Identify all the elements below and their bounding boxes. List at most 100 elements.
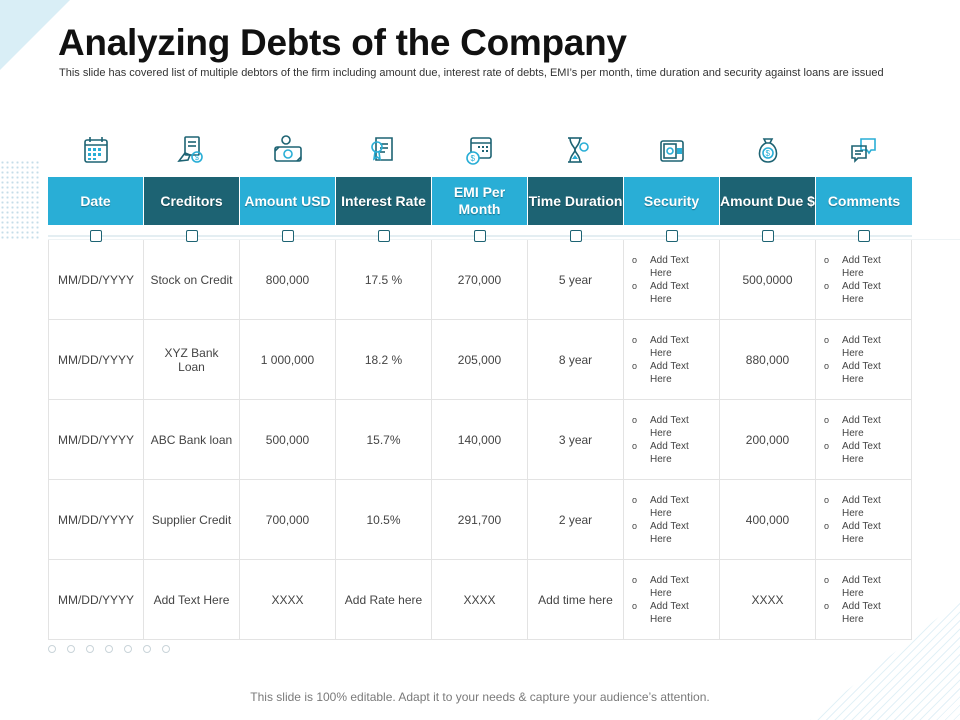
cell-comments: o Add Text Here o Add Text Here — [816, 320, 912, 400]
column-checkbox[interactable] — [858, 230, 870, 242]
column-checkbox[interactable] — [666, 230, 678, 242]
bullet-item: o Add Text Here — [632, 281, 689, 305]
column-checkbox[interactable] — [570, 230, 582, 242]
bullet-item: o Add Text Here — [824, 575, 881, 599]
header-time-duration: Time Duration — [528, 177, 624, 225]
svg-text:$: $ — [195, 155, 199, 162]
table-row: MM/DD/YYYY ABC Bank loan 500,000 15.7% 1… — [48, 400, 912, 480]
page-subtitle: This slide has covered list of multiple … — [59, 67, 884, 79]
cell-emi: XXXX — [432, 560, 528, 640]
cell-amount: 800,000 — [240, 240, 336, 320]
bullet-item: o Add Text Here — [824, 361, 881, 385]
cell-amount-due: XXXX — [720, 560, 816, 640]
bullet-item: o Add Text Here — [632, 441, 689, 465]
column-checkbox[interactable] — [474, 230, 486, 242]
cell-interest-rate: 10.5% — [336, 480, 432, 560]
pager-dot — [67, 645, 75, 653]
bullet-item: o Add Text Here — [632, 601, 689, 625]
bullet-item: o Add Text Here — [824, 415, 881, 439]
cell-date: MM/DD/YYYY — [48, 400, 144, 480]
cell-emi: 270,000 — [432, 240, 528, 320]
header-security: Security — [624, 177, 720, 225]
svg-text:$: $ — [766, 149, 771, 158]
cell-duration: 3 year — [528, 400, 624, 480]
column-checkbox[interactable] — [282, 230, 294, 242]
cell-emi: 140,000 — [432, 400, 528, 480]
table-row: MM/DD/YYYY XYZ Bank Loan 1 000,000 18.2 … — [48, 320, 912, 400]
cell-security: o Add Text Here o Add Text Here — [624, 320, 720, 400]
pager-dot — [162, 645, 170, 653]
bullet-item: o Add Text Here — [632, 495, 689, 519]
cell-comments: o Add Text Here o Add Text Here — [816, 240, 912, 320]
table-row: MM/DD/YYYY Supplier Credit 700,000 10.5%… — [48, 480, 912, 560]
column-checkbox[interactable] — [762, 230, 774, 242]
bullet-item: o Add Text Here — [632, 361, 689, 385]
column-checkbox[interactable] — [186, 230, 198, 242]
creditor-hand-icon: $ — [144, 128, 240, 172]
calendar-icon — [48, 128, 144, 172]
cell-emi: 205,000 — [432, 320, 528, 400]
cell-duration: 2 year — [528, 480, 624, 560]
pager-dot — [48, 645, 56, 653]
rate-certificate-icon — [336, 128, 432, 172]
footer-note: This slide is 100% editable. Adapt it to… — [250, 690, 710, 704]
chat-bubbles-icon — [816, 128, 912, 172]
cell-creditor: Add Text Here — [144, 560, 240, 640]
header-comments: Comments — [816, 177, 912, 225]
cell-amount-due: 200,000 — [720, 400, 816, 480]
cell-interest-rate: 18.2 % — [336, 320, 432, 400]
bullet-item: o Add Text Here — [824, 495, 881, 519]
bullet-item: o Add Text Here — [632, 521, 689, 545]
cell-interest-rate: 15.7% — [336, 400, 432, 480]
bullet-item: o Add Text Here — [824, 335, 881, 359]
cell-duration: Add time here — [528, 560, 624, 640]
bullet-item: o Add Text Here — [824, 441, 881, 465]
cell-security: o Add Text Here o Add Text Here — [624, 560, 720, 640]
page-title: Analyzing Debts of the Company — [58, 22, 627, 63]
bullet-item: o Add Text Here — [632, 415, 689, 439]
cell-creditor: ABC Bank loan — [144, 400, 240, 480]
header-amount-due: Amount Due $ — [720, 177, 816, 225]
cell-date: MM/DD/YYYY — [48, 480, 144, 560]
cell-creditor: XYZ Bank Loan — [144, 320, 240, 400]
svg-text:$: $ — [471, 154, 476, 163]
cell-comments: o Add Text Here o Add Text Here — [816, 560, 912, 640]
cell-amount-due: 500,0000 — [720, 240, 816, 320]
cell-interest-rate: 17.5 % — [336, 240, 432, 320]
cell-creditor: Stock on Credit — [144, 240, 240, 320]
calendar-dollar-icon: $ — [432, 128, 528, 172]
cell-date: MM/DD/YYYY — [48, 560, 144, 640]
bullet-item: o Add Text Here — [824, 521, 881, 545]
corner-decoration — [0, 0, 70, 70]
bullet-item: o Add Text Here — [632, 575, 689, 599]
cell-duration: 5 year — [528, 240, 624, 320]
header-emi-per-month: EMI Per Month — [432, 177, 528, 225]
cell-security: o Add Text Here o Add Text Here — [624, 480, 720, 560]
table-row: MM/DD/YYYY Stock on Credit 800,000 17.5 … — [48, 240, 912, 320]
table-header: Date Creditors Amount USD Interest Rate … — [48, 177, 912, 225]
cell-amount: 700,000 — [240, 480, 336, 560]
pager-dot — [143, 645, 151, 653]
cell-emi: 291,700 — [432, 480, 528, 560]
column-checkbox[interactable] — [90, 230, 102, 242]
cell-amount-due: 880,000 — [720, 320, 816, 400]
money-bag-icon: $ — [720, 128, 816, 172]
bullet-item: o Add Text Here — [632, 335, 689, 359]
cell-amount: XXXX — [240, 560, 336, 640]
cash-money-icon — [240, 128, 336, 172]
checkbox-row — [48, 230, 912, 244]
cell-security: o Add Text Here o Add Text Here — [624, 240, 720, 320]
pager-dot — [105, 645, 113, 653]
bullet-item: o Add Text Here — [824, 281, 881, 305]
header-creditors: Creditors — [144, 177, 240, 225]
dot-pattern-decoration — [0, 160, 40, 240]
bullet-item: o Add Text Here — [824, 255, 881, 279]
cell-comments: o Add Text Here o Add Text Here — [816, 400, 912, 480]
cell-creditor: Supplier Credit — [144, 480, 240, 560]
cell-amount: 1 000,000 — [240, 320, 336, 400]
hourglass-icon — [528, 128, 624, 172]
cell-comments: o Add Text Here o Add Text Here — [816, 480, 912, 560]
table-row: MM/DD/YYYY Add Text Here XXXX Add Rate h… — [48, 560, 912, 640]
column-checkbox[interactable] — [378, 230, 390, 242]
cell-amount: 500,000 — [240, 400, 336, 480]
